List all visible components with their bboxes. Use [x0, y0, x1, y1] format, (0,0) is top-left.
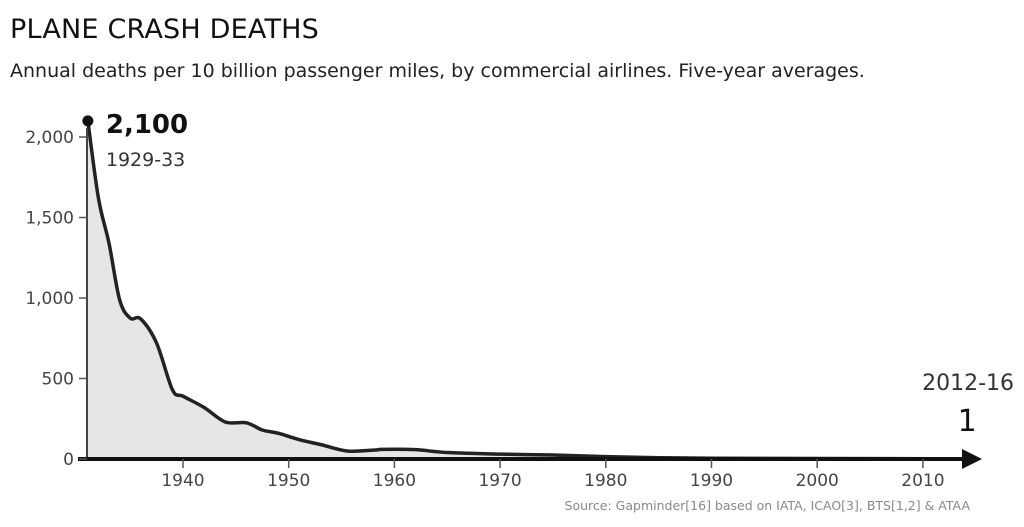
x-tick-label: 1990	[690, 471, 733, 491]
chart-title: PLANE CRASH DEATHS	[10, 14, 320, 45]
series-area	[87, 120, 966, 460]
x-axis-arrow-icon	[962, 449, 982, 469]
chart-subtitle: Annual deaths per 10 billion passenger m…	[10, 60, 865, 82]
peak-marker	[82, 115, 94, 127]
x-tick-label: 1960	[373, 471, 416, 491]
peak-value-label: 2,100	[106, 110, 188, 140]
y-tick-label: 1,500	[25, 209, 74, 229]
end-period-label: 2012-16	[922, 371, 1014, 396]
y-tick-label: 500	[42, 370, 74, 390]
series-line	[86, 120, 966, 461]
source-note: Source: Gapminder[16] based on IATA, ICA…	[565, 498, 971, 513]
peak-period-label: 1929-33	[106, 149, 185, 171]
x-tick-label: 2010	[901, 471, 944, 491]
end-value-label: 1	[958, 404, 977, 439]
x-tick-label: 1950	[267, 471, 310, 491]
x-tick-label: 2000	[796, 471, 839, 491]
y-tick-label: 0	[63, 450, 74, 470]
y-tick-label: 1,000	[25, 289, 74, 309]
x-tick-label: 1940	[161, 471, 204, 491]
y-tick-label: 2,000	[25, 128, 74, 148]
x-tick-label: 1970	[478, 471, 521, 491]
x-tick-label: 1980	[584, 471, 627, 491]
